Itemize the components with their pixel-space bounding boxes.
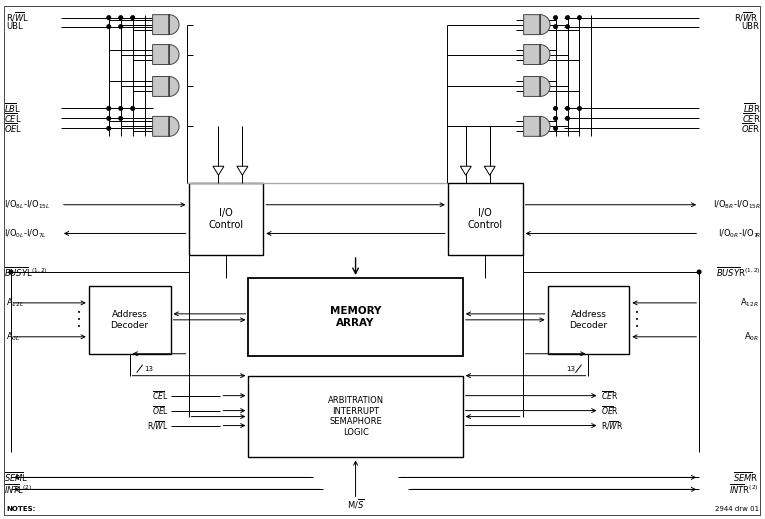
- Text: $\overline{SEM}$R: $\overline{SEM}$R: [734, 470, 759, 484]
- Polygon shape: [152, 45, 179, 64]
- Text: $\overline{INT}$R$^{(2)}$: $\overline{INT}$R$^{(2)}$: [729, 482, 759, 496]
- Text: I/O$_{8R}$-I/O$_{15R}$: I/O$_{8R}$-I/O$_{15R}$: [713, 198, 761, 211]
- Text: 2944 drw 01: 2944 drw 01: [715, 507, 759, 512]
- Circle shape: [131, 16, 135, 19]
- Bar: [89, 286, 171, 354]
- Text: 13: 13: [145, 366, 154, 372]
- Text: $\overline{OE}$R: $\overline{OE}$R: [741, 121, 761, 135]
- Circle shape: [565, 16, 569, 19]
- Bar: [548, 286, 630, 354]
- Polygon shape: [484, 166, 495, 175]
- Text: Address
Decoder: Address Decoder: [111, 310, 148, 330]
- Text: R/$\overline{W}$L: R/$\overline{W}$L: [147, 419, 168, 432]
- Text: $\overline{SEM}$L: $\overline{SEM}$L: [4, 470, 28, 484]
- Circle shape: [565, 106, 569, 110]
- Polygon shape: [523, 116, 550, 136]
- Polygon shape: [461, 166, 471, 175]
- Text: •
•
•: • • •: [76, 310, 81, 330]
- Circle shape: [107, 16, 110, 19]
- Text: UBR: UBR: [741, 22, 759, 31]
- Circle shape: [565, 25, 569, 29]
- Text: $\overline{CE}$R: $\overline{CE}$R: [601, 389, 619, 402]
- Circle shape: [698, 270, 701, 274]
- Circle shape: [554, 117, 558, 120]
- Circle shape: [578, 16, 581, 19]
- Circle shape: [119, 117, 122, 120]
- Text: $\overline{INT}$L$^{(2)}$: $\overline{INT}$L$^{(2)}$: [4, 482, 32, 496]
- Text: $\overline{OE}$L: $\overline{OE}$L: [151, 404, 168, 417]
- Circle shape: [578, 106, 581, 110]
- Text: •
•
•: • • •: [635, 310, 640, 330]
- Circle shape: [565, 117, 569, 120]
- Text: M/$\overline{S}$: M/$\overline{S}$: [347, 498, 364, 511]
- Text: A$_{0L}$: A$_{0L}$: [6, 331, 21, 343]
- Text: $\overline{CE}$L: $\overline{CE}$L: [152, 389, 168, 402]
- Bar: [249, 278, 463, 356]
- Text: $\overline{OE}$R: $\overline{OE}$R: [601, 404, 620, 417]
- Text: NOTES:: NOTES:: [6, 507, 35, 512]
- Polygon shape: [152, 116, 179, 136]
- Circle shape: [119, 25, 122, 29]
- Bar: [188, 183, 263, 255]
- Text: A$_{12R}$: A$_{12R}$: [741, 297, 759, 309]
- Circle shape: [554, 106, 558, 110]
- Text: $\overline{CE}$L: $\overline{CE}$L: [4, 112, 21, 126]
- Text: $\overline{BUSY}$R$^{(1,2)}$: $\overline{BUSY}$R$^{(1,2)}$: [716, 265, 761, 279]
- Circle shape: [107, 127, 110, 130]
- Circle shape: [9, 270, 13, 274]
- Circle shape: [554, 25, 558, 29]
- Circle shape: [107, 25, 110, 29]
- Polygon shape: [523, 76, 550, 97]
- Text: R/$\overline{W}$L: R/$\overline{W}$L: [6, 11, 30, 24]
- Text: $\overline{OE}$L: $\overline{OE}$L: [4, 121, 22, 135]
- Text: $\overline{CE}$R: $\overline{CE}$R: [742, 112, 761, 126]
- Text: $\overline{LB}$L: $\overline{LB}$L: [4, 101, 21, 115]
- Text: A$_{0R}$: A$_{0R}$: [744, 331, 759, 343]
- Circle shape: [107, 106, 110, 110]
- Text: 13: 13: [567, 366, 575, 372]
- Text: UBL: UBL: [6, 22, 23, 31]
- Text: R/$\overline{W}$R: R/$\overline{W}$R: [734, 11, 759, 24]
- Polygon shape: [152, 76, 179, 97]
- Text: I/O
Control: I/O Control: [208, 208, 243, 230]
- Circle shape: [119, 106, 122, 110]
- Text: MEMORY
ARRAY: MEMORY ARRAY: [330, 306, 381, 327]
- Text: I/O
Control: I/O Control: [467, 208, 503, 230]
- Polygon shape: [152, 15, 179, 35]
- Text: I/O$_{0L}$-I/O$_{7L}$: I/O$_{0L}$-I/O$_{7L}$: [4, 227, 47, 240]
- Text: Address
Decoder: Address Decoder: [569, 310, 607, 330]
- Polygon shape: [237, 166, 248, 175]
- Polygon shape: [523, 15, 550, 35]
- Polygon shape: [523, 45, 550, 64]
- Circle shape: [554, 127, 558, 130]
- Text: ARBITRATION
INTERRUPT
SEMAPHORE
LOGIC: ARBITRATION INTERRUPT SEMAPHORE LOGIC: [327, 397, 383, 436]
- Bar: [448, 183, 522, 255]
- Text: I/O$_{8L}$-I/O$_{15L}$: I/O$_{8L}$-I/O$_{15L}$: [4, 198, 50, 211]
- Text: A$_{12L}$: A$_{12L}$: [6, 297, 24, 309]
- Circle shape: [119, 16, 122, 19]
- Bar: [249, 376, 463, 457]
- Text: R/$\overline{W}$R: R/$\overline{W}$R: [601, 419, 624, 432]
- Text: $\overline{BUSY}$L$^{(1,2)}$: $\overline{BUSY}$L$^{(1,2)}$: [4, 265, 47, 279]
- Circle shape: [107, 117, 110, 120]
- Circle shape: [131, 106, 135, 110]
- Circle shape: [554, 16, 558, 19]
- Text: I/O$_{0R}$-I/O$_{7R}$: I/O$_{0R}$-I/O$_{7R}$: [718, 227, 761, 240]
- Text: $\overline{LB}$R: $\overline{LB}$R: [743, 101, 761, 115]
- Polygon shape: [213, 166, 224, 175]
